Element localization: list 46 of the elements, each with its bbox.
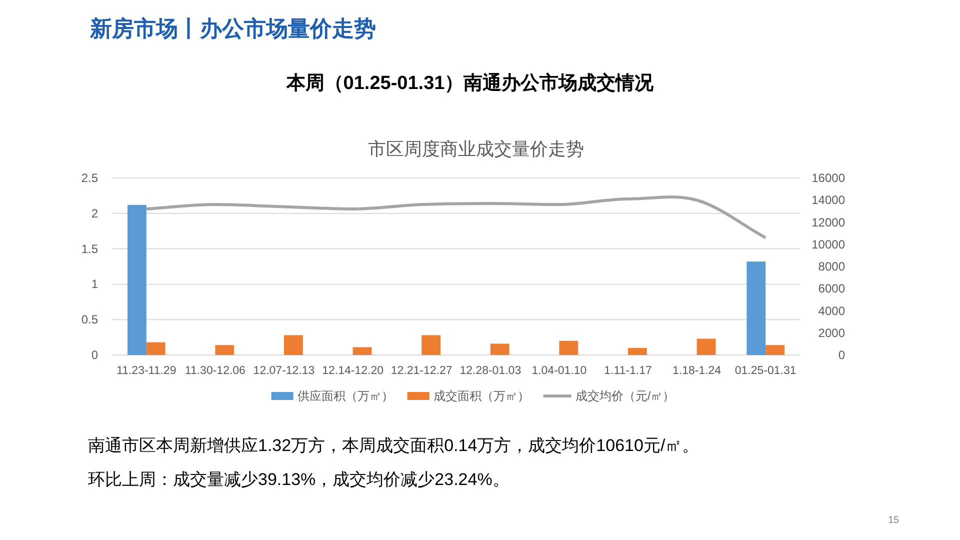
x-tick-label: 12.07-12.13 bbox=[253, 365, 315, 377]
x-tick-label: 11.30-12.06 bbox=[184, 365, 246, 377]
bar bbox=[628, 348, 647, 355]
bar bbox=[490, 344, 510, 355]
x-tick-label: 12.21-12.27 bbox=[390, 365, 452, 377]
y2-tick-label: 16000 bbox=[812, 171, 846, 185]
y2-tick-label: 8000 bbox=[818, 260, 846, 274]
bar bbox=[696, 338, 716, 355]
x-tick-label: 1.04-01.10 bbox=[532, 365, 587, 377]
legend-label: 成交均价（元/㎡） bbox=[575, 389, 675, 403]
y2-tick-label: 14000 bbox=[812, 193, 846, 208]
x-tick-label: 1.11-1.17 bbox=[604, 365, 652, 377]
y-tick-label: 2 bbox=[91, 206, 98, 220]
bar bbox=[422, 335, 441, 355]
bar bbox=[746, 262, 766, 355]
text: 环比上周：成交量减少39.13%，成交均价减少23.24%。 bbox=[88, 470, 510, 489]
y2-tick-label: 2000 bbox=[818, 326, 846, 340]
legend-label: 供应面积（万㎡） bbox=[297, 389, 394, 403]
y2-tick-label: 4000 bbox=[818, 304, 846, 318]
bar bbox=[146, 342, 166, 355]
y2-tick-label: 0 bbox=[838, 348, 846, 362]
x-tick-label: 1.18-1.24 bbox=[672, 365, 722, 377]
bar bbox=[284, 335, 303, 355]
bar bbox=[127, 204, 146, 355]
text: 15 bbox=[888, 515, 900, 526]
bar bbox=[559, 340, 578, 355]
chart-subtitle: 本周（01.25-01.31）南通办公市场成交情况 bbox=[285, 72, 655, 94]
y-tick-label: 0.5 bbox=[81, 312, 98, 327]
legend-label: 成交面积（万㎡） bbox=[433, 389, 530, 403]
chart-title: 市区周度商业成交量价走势 bbox=[368, 139, 584, 159]
bar bbox=[352, 347, 372, 355]
y-tick-label: 1 bbox=[91, 277, 98, 292]
bar bbox=[766, 345, 785, 355]
y-tick-label: 2.5 bbox=[81, 171, 98, 185]
text: 新房市场丨办公市场量价走势 bbox=[89, 16, 376, 41]
text: 南通市区本周新增供应1.32万方，本周成交面积0.14万方，成交均价10610元/㎡。 bbox=[88, 436, 700, 455]
x-tick-label: 11.23-11.29 bbox=[116, 365, 176, 377]
bar bbox=[215, 345, 234, 355]
x-tick-label: 12.14-12.20 bbox=[322, 365, 384, 377]
y2-tick-label: 6000 bbox=[818, 282, 846, 296]
y2-tick-label: 10000 bbox=[812, 237, 846, 252]
y-tick-label: 0 bbox=[91, 348, 98, 362]
y-tick-label: 1.5 bbox=[81, 242, 98, 256]
y2-tick-label: 12000 bbox=[812, 215, 846, 230]
x-tick-label: 01.25-01.31 bbox=[734, 365, 796, 377]
x-tick-label: 12.28-01.03 bbox=[460, 365, 522, 377]
